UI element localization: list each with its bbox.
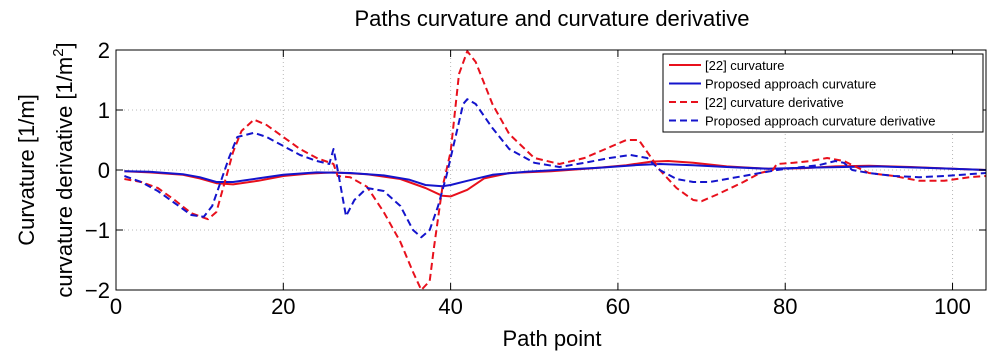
x-tick-label: 0 (110, 294, 122, 319)
legend-label: [22] curvature (705, 58, 785, 73)
legend-label: Proposed approach curvature derivative (705, 114, 936, 129)
y-axis-label-line1: Curvature [1/m] (14, 94, 39, 246)
x-tick-label: 100 (934, 294, 971, 319)
series-line-4 (124, 98, 987, 239)
y-tick-label: 2 (98, 38, 110, 63)
y-axis-label-line2: curvature derivative [1/m2] (50, 42, 77, 297)
x-tick-label: 40 (438, 294, 462, 319)
legend-label: [22] curvature derivative (705, 95, 844, 110)
legend-label: Proposed approach curvature (705, 77, 876, 92)
x-tick-label: 80 (773, 294, 797, 319)
series-line-3 (124, 50, 987, 291)
y-tick-label: −2 (85, 278, 110, 303)
y-axis-label-close: ] (52, 42, 77, 48)
y-axis-label-superscript: 2 (50, 48, 67, 56)
legend-box (662, 53, 984, 133)
series-line-2 (124, 163, 987, 188)
y-tick-label: −1 (85, 218, 110, 243)
x-tick-label: 60 (606, 294, 630, 319)
chart-title: Paths curvature and curvature derivative (355, 6, 750, 31)
series-layer (124, 50, 987, 291)
y-tick-label: 1 (98, 98, 110, 123)
y-axis-label-line2-main: curvature derivative [1/m (52, 57, 77, 298)
x-axis-label: Path point (502, 326, 601, 351)
x-tick-label: 20 (271, 294, 295, 319)
legend: [22] curvature Proposed approach curvatur… (662, 53, 984, 133)
tick-layer: 0 20 40 60 80 100 −2 −1 0 1 2 (85, 38, 986, 319)
y-tick-label: 0 (98, 158, 110, 183)
